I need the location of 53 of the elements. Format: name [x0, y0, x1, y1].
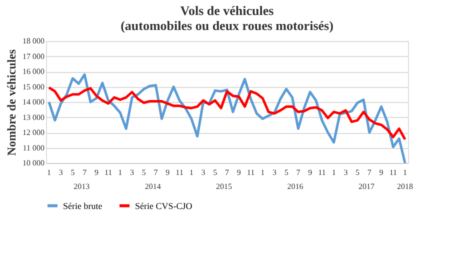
y-tick-label: 13 000	[22, 112, 44, 122]
x-tick-label: 9	[236, 168, 241, 177]
x-tick-label: 7	[154, 168, 158, 177]
y-tick-label: 12 000	[22, 128, 44, 137]
x-tick-label: 9	[94, 168, 98, 177]
y-tick-label: 11 000	[22, 143, 44, 152]
line-series	[48, 73, 406, 164]
x-tick-label: 5	[356, 168, 360, 177]
x-tick-label: 3	[130, 168, 134, 177]
y-tick-label: 15 000	[22, 82, 44, 92]
x-tick-label: 11	[176, 168, 184, 177]
x-tick-label: 3	[201, 168, 206, 177]
chart-subtitle: (automobiles ou deux roues motorisés)	[120, 18, 334, 33]
y-tick-label: 14 000	[22, 98, 44, 106]
y-tick-label: 16 000	[22, 67, 44, 76]
legend-label: Série brute	[63, 200, 102, 211]
x-tick-label: 1	[260, 168, 265, 177]
x-tick-label: 11	[104, 168, 112, 177]
text: 2013	[74, 182, 90, 191]
legend-label: Série CVS-CJO	[135, 200, 193, 211]
text: 2017	[358, 182, 374, 191]
x-tick-label: 5	[213, 168, 218, 177]
x-tick-label: 9	[166, 168, 170, 177]
x-tick-label: 9	[379, 168, 384, 177]
text: 2015	[216, 182, 232, 191]
y-tick-label: 18 000	[22, 36, 44, 46]
x-tick-label: 1	[118, 168, 122, 177]
x-tick-label: 7	[82, 168, 87, 177]
x-tick-label: 3	[272, 168, 276, 177]
y-axis-title: Nombre de véhicules	[4, 48, 18, 156]
x-tick-label: 5	[142, 168, 146, 177]
x-tick-label: 7	[225, 168, 229, 177]
x-tick-label: 3	[344, 168, 348, 177]
x-tick-label: 7	[367, 168, 372, 177]
x-tick-label: 11	[246, 168, 255, 177]
text: 2014	[144, 182, 161, 191]
x-tick-label: 5	[70, 168, 75, 177]
x-tick-label: 1	[46, 168, 51, 177]
x-tick-label: 5	[284, 168, 288, 177]
y-tick-label: 17 000	[22, 52, 44, 61]
y-tick-label: 10 000	[22, 158, 44, 168]
x-tick-label: 11	[389, 168, 398, 177]
x-tick-label: 3	[58, 168, 63, 177]
line-series	[48, 86, 406, 141]
text: 2016	[287, 182, 304, 191]
chart-title: Vols de véhicules	[180, 3, 274, 18]
x-tick-label: 9	[308, 168, 312, 177]
x-tick-label: 1	[189, 168, 194, 177]
x-tick-label: 1	[403, 168, 408, 177]
text: 2018	[397, 182, 414, 191]
x-tick-label: 11	[318, 168, 326, 177]
x-tick-label: 7	[296, 168, 300, 177]
x-tick-label: 1	[332, 168, 336, 177]
